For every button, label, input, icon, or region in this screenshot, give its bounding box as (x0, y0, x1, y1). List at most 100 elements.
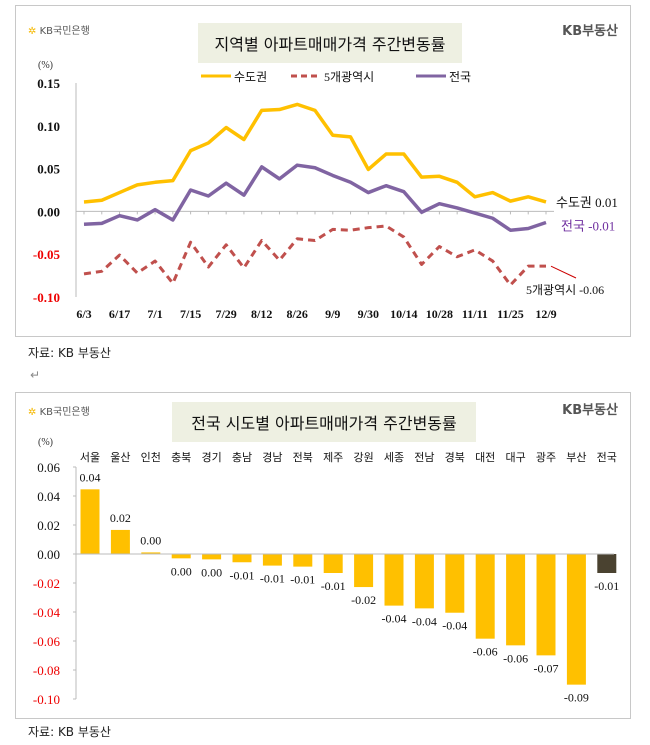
x-tick-label: 7/1 (147, 307, 162, 321)
x-tick-label: 11/25 (497, 307, 524, 321)
chart-bar-panel: ✲ KB국민은행 KB부동산 전국 시도별 아파트매매가격 주간변동률 0.06… (15, 392, 631, 719)
y-tick-label: 0.00 (37, 547, 60, 562)
legend-label: 전국 (449, 70, 471, 84)
data-label: -0.06 (473, 645, 498, 659)
data-label: -0.04 (382, 612, 407, 626)
category-label: 세종 (384, 451, 404, 464)
bar-인천 (141, 552, 161, 554)
data-label: -0.01 (321, 579, 346, 593)
y-axis-unit: (%) (38, 60, 53, 71)
data-label: -0.04 (442, 619, 467, 633)
bar-전남 (414, 554, 434, 609)
category-label: 충북 (171, 451, 191, 464)
chart-title: 지역별 아파트매매가격 주간변동률 (198, 23, 462, 63)
bar-chart: 0.06 0.04 0.02 0.00 -0.02 -0.04 -0.06 -0.08 -0.1… (33, 437, 619, 707)
data-label: 0.00 (171, 564, 192, 578)
y-tick-label: -0.10 (33, 692, 60, 707)
end-label-5개광역시: 5개광역시 -0.06 (526, 283, 604, 297)
bar-경기 (202, 554, 222, 560)
data-label: 0.00 (201, 565, 222, 579)
data-label: -0.02 (351, 593, 376, 607)
paragraph-mark: ↵ (30, 368, 41, 382)
x-tick-label: 6/3 (76, 307, 91, 321)
y-tick-label: -0.02 (33, 576, 60, 591)
data-label: -0.01 (260, 572, 285, 586)
source-caption: 자료: KB 부동산 (28, 725, 111, 739)
x-tick-label: 9/30 (358, 307, 379, 321)
category-label: 대전 (475, 451, 495, 464)
category-label: 서울 (80, 451, 100, 464)
data-label: -0.07 (534, 661, 559, 675)
data-label: -0.01 (290, 573, 315, 587)
y-tick-label: 0.02 (37, 518, 60, 533)
end-label-전국: 전국 -0.01 (561, 219, 615, 234)
x-tick-label: 10/14 (390, 307, 417, 321)
end-label-수도권: 수도권 0.01 (556, 195, 618, 210)
category-label: 경기 (201, 451, 221, 464)
y-tick-label: -0.06 (33, 634, 61, 649)
category-label: 제주 (323, 451, 343, 464)
y-tick-label: 0.04 (37, 489, 60, 504)
y-tick-label: 0.05 (37, 162, 60, 177)
category-label: 전북 (293, 451, 313, 464)
bar-제주 (323, 554, 343, 573)
source-caption: 자료: KB 부동산 (28, 346, 111, 360)
x-tick-label: 9/9 (325, 307, 340, 321)
y-tick-label: 0.00 (37, 204, 60, 219)
bar-경남 (262, 554, 282, 566)
data-label: -0.01 (230, 568, 255, 582)
bar-서울 (80, 489, 100, 554)
y-axis-unit: (%) (38, 437, 53, 448)
category-label: 경북 (445, 451, 465, 464)
category-label: 울산 (110, 451, 130, 464)
x-tick-label: 7/15 (180, 307, 201, 321)
bar-충남 (232, 554, 252, 563)
x-tick-label: 12/9 (535, 307, 556, 321)
category-label: 광주 (536, 451, 556, 464)
bar-세종 (384, 554, 404, 606)
category-label: 부산 (566, 451, 586, 464)
category-label: 충남 (232, 451, 252, 464)
kb-realestate-logo: KB부동산 (562, 403, 618, 418)
bar-대전 (475, 554, 495, 639)
category-label: 강원 (353, 451, 373, 464)
bar-강원 (354, 554, 374, 588)
data-label: -0.06 (503, 651, 528, 665)
series-line-수도권 (83, 102, 547, 204)
y-tick-label: -0.05 (33, 247, 61, 262)
x-tick-label: 8/12 (251, 307, 272, 321)
y-tick-label: -0.10 (33, 290, 60, 305)
category-label: 전남 (414, 451, 434, 464)
bar-광주 (536, 554, 556, 656)
bar-전국 (597, 554, 617, 573)
data-label: -0.01 (594, 579, 619, 593)
category-label: 전국 (597, 451, 617, 464)
y-tick-label: -0.08 (33, 663, 60, 678)
kb-realestate-logo: KB부동산 (562, 24, 618, 39)
x-tick-label: 10/28 (426, 307, 453, 321)
category-label: 대구 (505, 451, 525, 464)
category-label: 경남 (262, 451, 282, 464)
legend-label: 5개광역시 (324, 70, 374, 84)
bar-충북 (171, 554, 191, 559)
data-label: 0.02 (110, 511, 131, 525)
x-tick-label: 7/29 (215, 307, 236, 321)
bar-대구 (506, 554, 526, 646)
y-tick-label: 0.15 (37, 76, 60, 91)
chart-line-panel: ✲ KB국민은행 KB부동산 지역별 아파트매매가격 주간변동률 0.15 0.1… (15, 5, 631, 337)
data-label: 0.04 (80, 470, 101, 484)
x-tick-label: 8/26 (287, 307, 308, 321)
bar-울산 (110, 529, 130, 554)
data-label: -0.04 (412, 614, 437, 628)
x-tick-label: 6/17 (109, 307, 130, 321)
y-tick-label: -0.04 (33, 605, 61, 620)
x-tick-label: 11/11 (462, 307, 488, 321)
bar-부산 (566, 554, 586, 685)
kb-bank-logo: ✲ KB국민은행 (28, 407, 90, 418)
legend-label: 수도권 (234, 70, 267, 84)
data-label: -0.09 (564, 691, 589, 705)
data-label: 0.00 (140, 533, 161, 547)
bar-전북 (293, 554, 313, 567)
category-label: 인천 (141, 450, 161, 464)
line-chart: 0.15 0.10 0.05 0.00 -0.05 -0.10 (%) 6/3 6/17 7/1 7… (33, 60, 618, 321)
